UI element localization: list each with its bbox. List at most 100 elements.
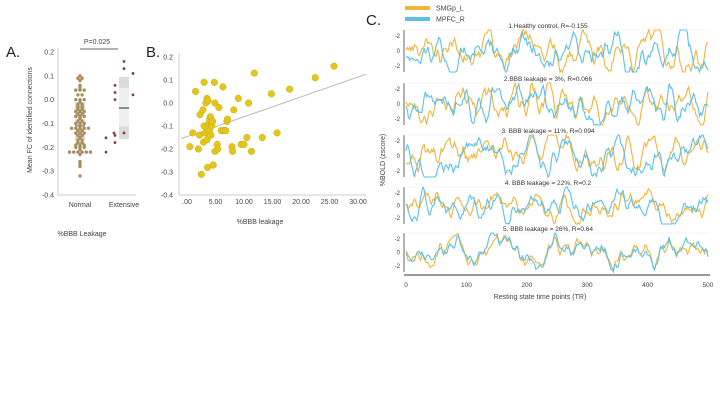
chart-a-annotation: P=0.025 [84, 39, 110, 46]
chart-c-ytick-label: -2 [395, 264, 401, 270]
chart-b-point [234, 94, 242, 102]
chart-b-xtick-label: 15.00 [264, 199, 282, 206]
chart-b-point [210, 78, 218, 86]
chart-b-xtick-label: 10.00 [235, 199, 253, 206]
chart-c-subplot: 4. BBB leakage = 22%, R=0.2 -2 0 -2 [395, 180, 710, 225]
chart-b-point [189, 129, 197, 137]
chart-a-point [80, 76, 84, 80]
chart-a-point [74, 114, 78, 119]
chart-a-point [113, 134, 117, 137]
chart-b-point [199, 106, 207, 114]
chart-a-point [80, 119, 84, 123]
chart-c-ytick-label: -2 [395, 191, 401, 197]
chart-a-point [82, 114, 86, 119]
chart-b-point [197, 170, 205, 178]
chart-b-point [230, 106, 238, 114]
chart-a-point [82, 126, 86, 130]
chart-a-point [80, 128, 84, 133]
chart-c-subplot-title: 2.BBB leakage = 3%, R=0.066 [504, 76, 593, 83]
chart-a-point [78, 114, 82, 119]
chart-b-ytick-label: 0.0 [163, 101, 173, 108]
chart-c-subplot-title: 1.Healthy control, R=-0.155 [508, 23, 588, 30]
chart-a-point [74, 126, 78, 130]
chart-a-point [82, 88, 86, 92]
chart-b-ytick-label: -0.4 [161, 193, 173, 200]
chart-a-point [80, 107, 84, 111]
chart-a-point [76, 138, 80, 142]
chart-a-xtick-label: Extensive [109, 202, 139, 209]
chart-c-ytick-label: -2 [395, 64, 401, 70]
chart-a-point [122, 131, 126, 135]
chart-c-ytick-label: -2 [395, 34, 401, 40]
chart-a-point [72, 150, 76, 154]
chart-a-point [76, 133, 80, 138]
chart-a-point [78, 136, 82, 140]
chart-b-point [209, 161, 217, 169]
chart-a-point [78, 152, 82, 157]
chart-b-point [211, 99, 219, 107]
chart-a-point [78, 100, 82, 104]
chart-c-series-mpfc-r-line [405, 231, 709, 274]
chart-c-subplot: 3. BBB leakage = 11%, R=0.094 -2 0 -2 [395, 128, 710, 179]
chart-a-point [113, 91, 117, 94]
chart-a-point [84, 150, 89, 154]
chart-c-subplot-title: 5. BBB leakage = 26%, R=0.64 [503, 226, 593, 233]
chart-c-series-mpfc-r-line [405, 185, 709, 225]
chart-c-ytick-label: 0 [397, 49, 401, 55]
chart-b-point [209, 117, 217, 125]
chart-a-point [78, 117, 82, 121]
chart-a-point [80, 140, 84, 145]
chart-a-ytick-label: 0.0 [44, 97, 54, 104]
chart-b-ytick-label: 0.1 [163, 78, 173, 85]
chart-c-ytick-label: 0 [397, 154, 401, 160]
chart-a-point [82, 109, 86, 114]
chart-a-point [78, 88, 82, 92]
chart-a-xlabel: %BBB Leakage [57, 231, 106, 238]
chart-c-series-smgp-l-line [405, 133, 709, 173]
chart-a-point [113, 83, 117, 87]
chart-c-subplot-title: 4. BBB leakage = 22%, R=0.2 [505, 180, 592, 187]
chart-b-point [311, 74, 319, 82]
chart-b-point [204, 97, 212, 105]
chart-a-point [113, 98, 117, 102]
chart-b-xlabel: %BBB leakage [237, 219, 284, 226]
chart-a-point [80, 138, 84, 142]
chart-a-point [74, 121, 78, 126]
chart-a-point [78, 148, 82, 152]
chart-a-point [78, 124, 82, 128]
chart-a-point [74, 143, 78, 147]
chart-c-ylabel: %BOLD (zscore) [380, 134, 387, 187]
chart-c-ytick-label: 0 [397, 102, 401, 108]
chart-a-point [86, 126, 91, 130]
chart-a-point [78, 174, 82, 178]
chart-b-point [192, 87, 200, 96]
chart-a-ytick-label: -0.2 [42, 145, 54, 152]
chart-c-ytick-label: -2 [395, 117, 401, 123]
chart-b-point [247, 147, 255, 155]
chart-a-point [67, 150, 72, 154]
chart-a-point [80, 93, 84, 97]
chart-a-point [74, 97, 78, 102]
chart-a-point [78, 159, 82, 164]
chart-a-point [76, 76, 80, 80]
chart-c-subplot-title: 3. BBB leakage = 11%, R=0.094 [501, 128, 594, 135]
chart-a-point [76, 93, 80, 97]
chart-c-series-smgp-l-line [405, 233, 709, 272]
chart-b-point [243, 133, 251, 142]
chart-a-point [74, 109, 78, 114]
chart-c-series-mpfc-r-line [405, 134, 709, 179]
chart-a-point [112, 131, 116, 135]
chart-a-box-upper [119, 77, 129, 88]
chart-a-point [76, 150, 80, 154]
chart-a-point [78, 83, 82, 88]
chart-b-point [207, 131, 215, 139]
chart-c-ytick-label: 0 [397, 251, 401, 257]
chart-a-point [78, 126, 82, 130]
chart-a-point [78, 164, 82, 169]
chart-b-xtick-label: 30.00 [349, 199, 367, 206]
chart-a-point [76, 128, 80, 133]
chart-a-point [104, 136, 108, 140]
chart-a-xtick-label: Normal [69, 202, 92, 209]
chart-a-point [82, 131, 86, 135]
chart-a-point [131, 72, 135, 75]
